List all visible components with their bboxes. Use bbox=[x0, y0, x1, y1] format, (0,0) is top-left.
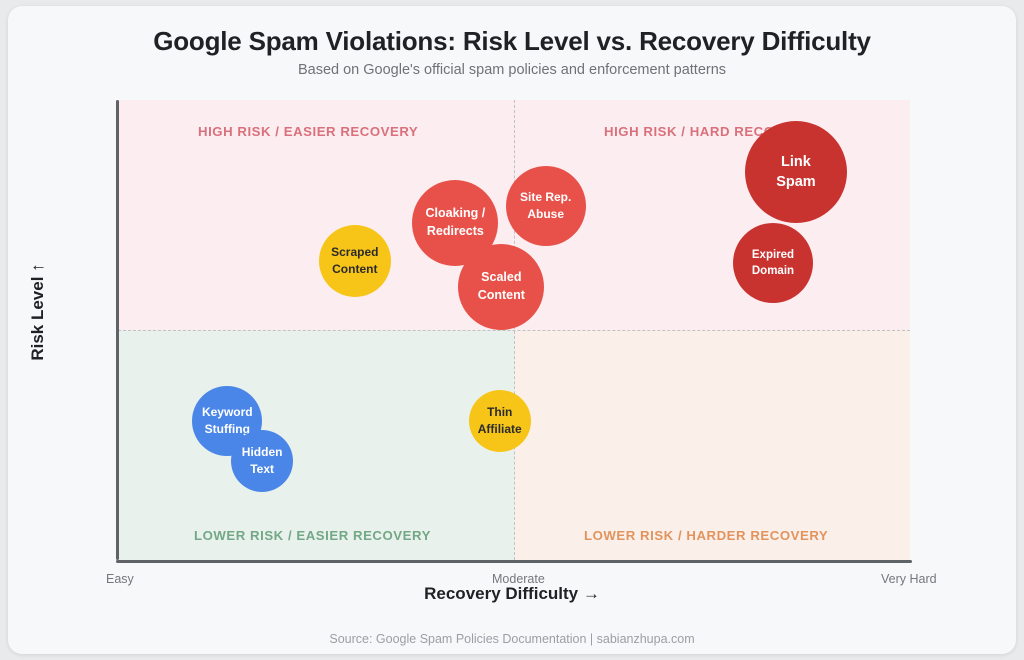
x-axis-line bbox=[116, 560, 912, 563]
x-axis-tick-moderate: Moderate bbox=[492, 572, 545, 586]
bubble-label-line1: Scaled bbox=[481, 270, 522, 285]
quadrant-label-bottom-left: LOWER RISK / EASIER RECOVERY bbox=[194, 528, 431, 543]
y-axis-label: Risk Level ↑ bbox=[28, 263, 47, 361]
bubble-label-line1: Link bbox=[781, 153, 811, 170]
bubble-label-line1: Thin bbox=[487, 404, 513, 419]
bubble-label-line1: Cloaking / bbox=[425, 206, 486, 221]
bubble-label-line2: Spam bbox=[776, 174, 816, 191]
bubble-label-line1: Hidden bbox=[241, 445, 283, 460]
bubble-label-line2: Text bbox=[250, 462, 275, 477]
x-axis-label: Recovery Difficulty → bbox=[424, 584, 600, 603]
chart-card: Google Spam Violations: Risk Level vs. R… bbox=[8, 6, 1016, 654]
bubble-link-spam[interactable]: Link Spam bbox=[744, 121, 847, 224]
page-title: Google Spam Violations: Risk Level vs. R… bbox=[153, 26, 871, 56]
quadrant-label-top-left: HIGH RISK / EASIER RECOVERY bbox=[198, 124, 419, 139]
bubble-label-line2: Content bbox=[332, 262, 378, 276]
quadrant-lower-risk-easier-recovery bbox=[118, 330, 514, 560]
page-subtitle: Based on Google's official spam policies… bbox=[297, 62, 727, 78]
bubble-label-line2: Abuse bbox=[527, 207, 565, 222]
bubble-thin-affiliate[interactable]: Thin Affiliate bbox=[468, 389, 531, 452]
bubble-label-line1: Scraped bbox=[331, 244, 379, 259]
bubble-label-line2: Content bbox=[477, 288, 525, 303]
quadrant-lower-risk-harder-recovery bbox=[514, 330, 910, 560]
plot-area: HIGH RISK / EASIER RECOVERY HIGH RISK / … bbox=[116, 100, 912, 563]
bubble-scraped-content[interactable]: Scraped Content bbox=[318, 225, 391, 297]
bubble-scaled-content[interactable]: Scaled Content bbox=[458, 244, 545, 331]
bubble-expired-domain[interactable]: Expired Domain bbox=[732, 222, 813, 303]
bubble-label-line2: Redirects bbox=[426, 223, 484, 238]
bubble-label-line2: Affiliate bbox=[477, 421, 522, 436]
bubble-label-line1: Expired bbox=[751, 248, 795, 261]
x-axis-tick-easy: Easy bbox=[106, 572, 134, 586]
bubble-hidden-text[interactable]: Hidden Text bbox=[231, 430, 294, 493]
bubble-label-line1: Keyword bbox=[201, 405, 253, 420]
footer-source: Source: Google Spam Policies Documentati… bbox=[329, 632, 695, 646]
bubble-site-rep-abuse[interactable]: Site Rep. Abuse bbox=[505, 166, 586, 247]
y-axis-line bbox=[116, 100, 119, 560]
quadrant-divider-vertical bbox=[514, 100, 515, 560]
quadrant-label-bottom-right: LOWER RISK / HARDER RECOVERY bbox=[584, 528, 829, 543]
x-axis-tick-very-hard: Very Hard bbox=[881, 572, 937, 586]
bubble-label-line1: Site Rep. bbox=[519, 190, 572, 205]
bubble-label-line2: Domain bbox=[751, 264, 795, 277]
